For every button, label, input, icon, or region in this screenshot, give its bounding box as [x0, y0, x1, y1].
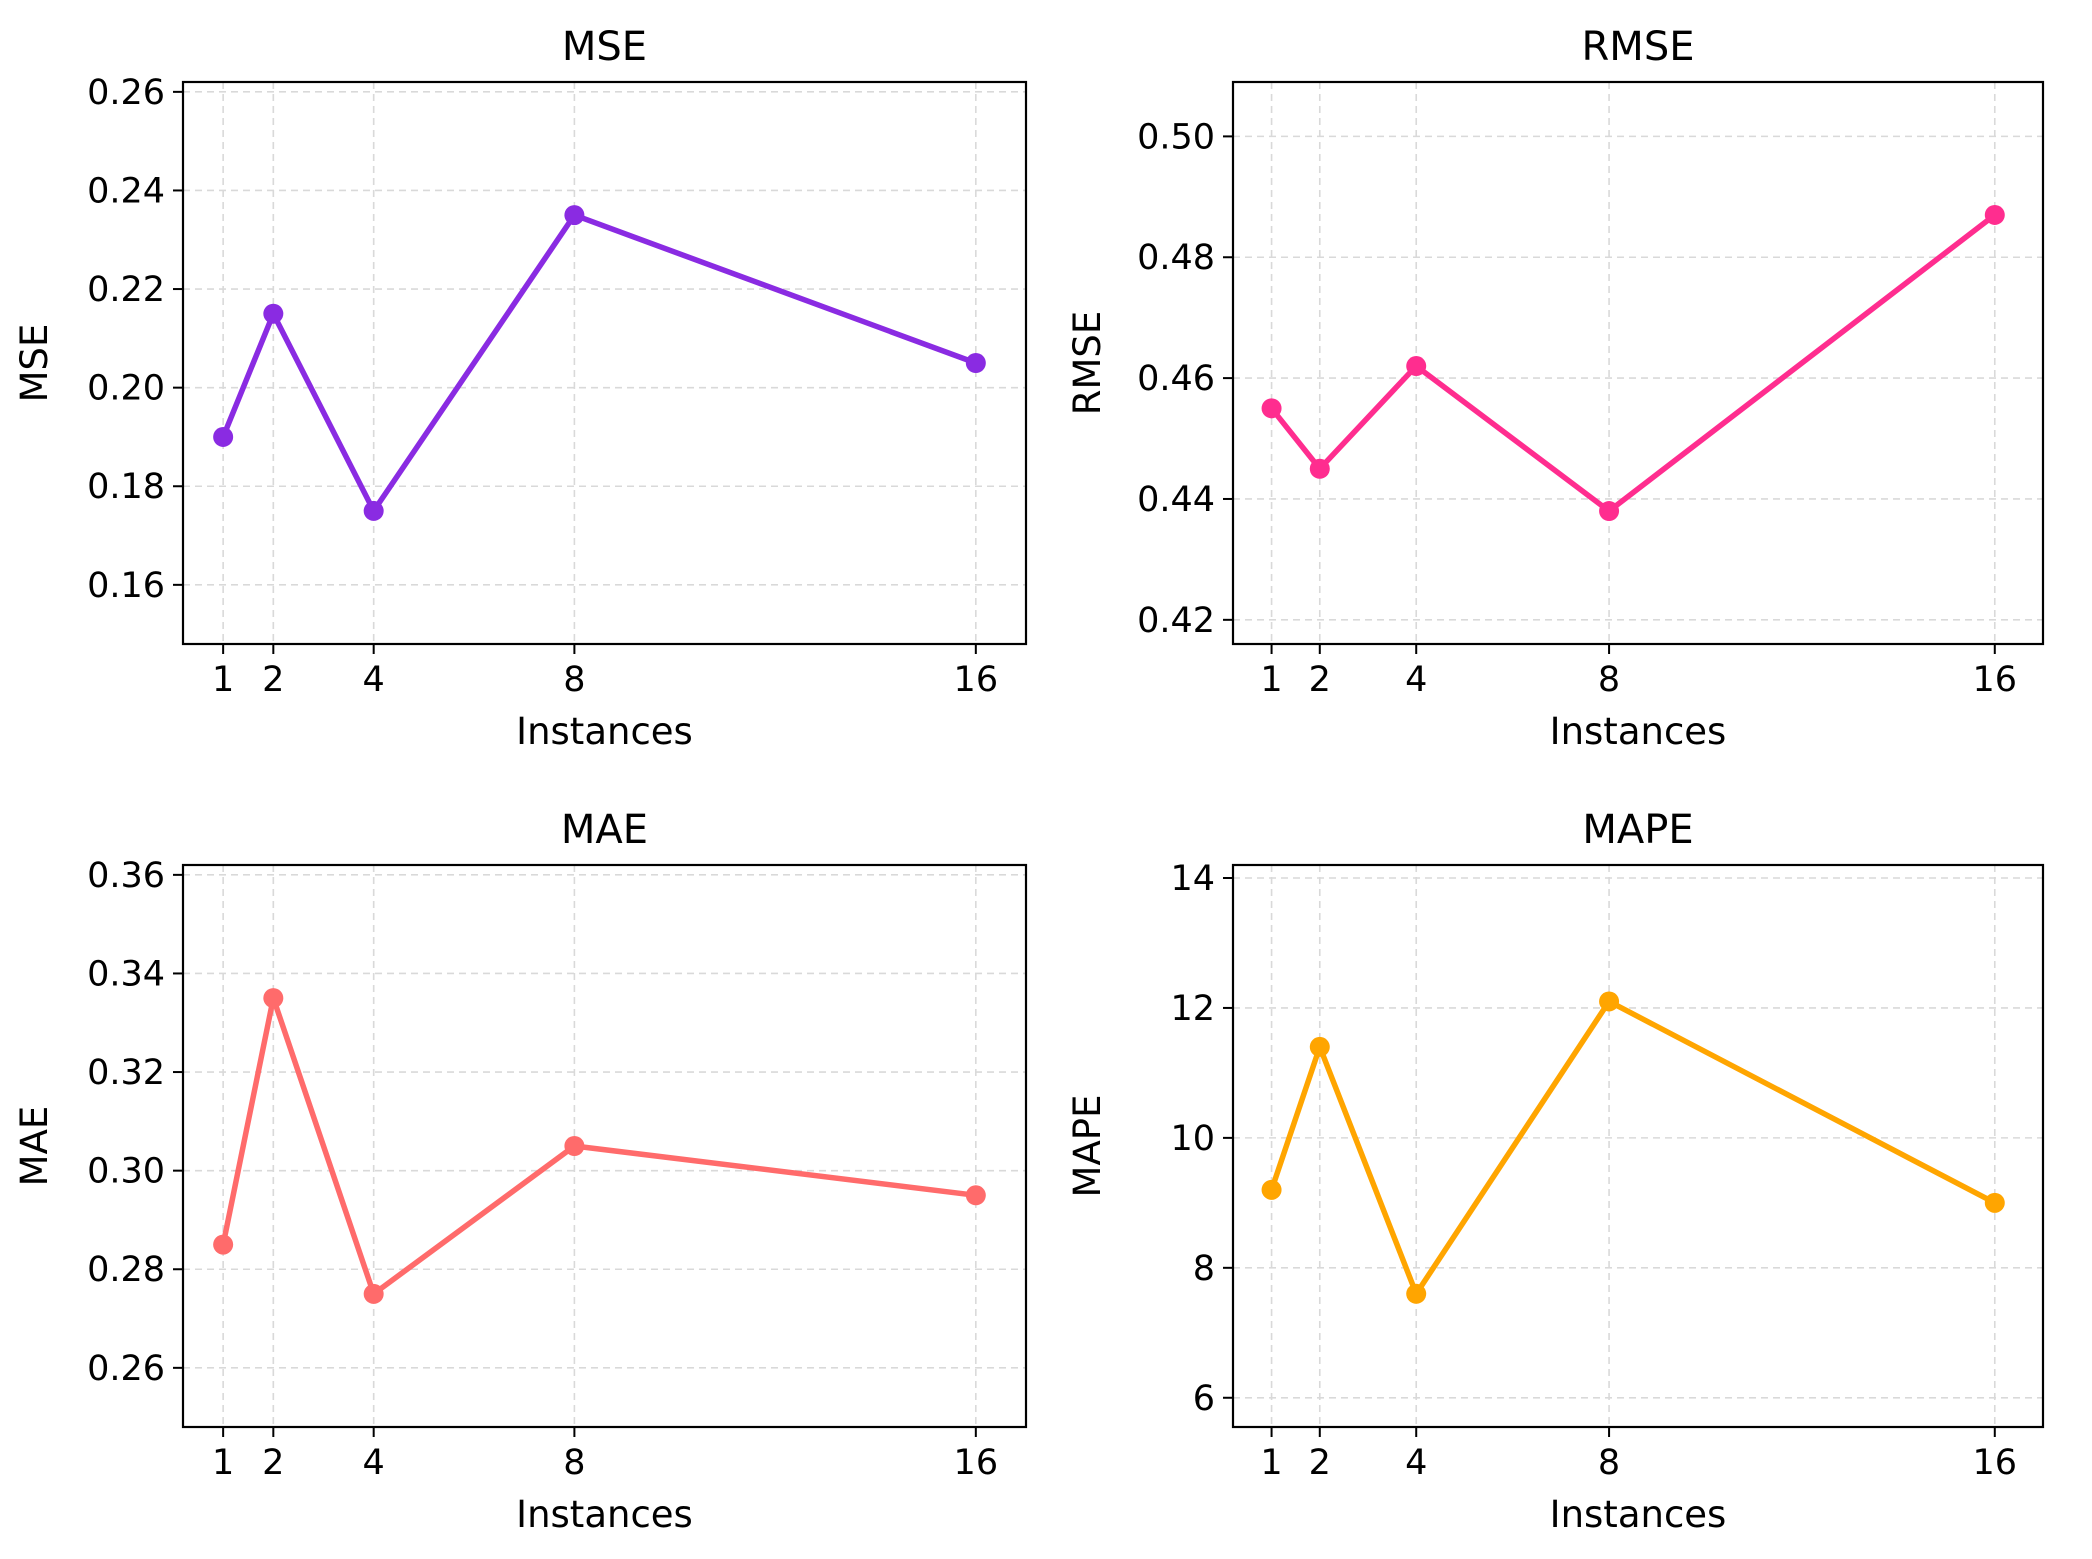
data-point	[1984, 1192, 2005, 1213]
data-point	[213, 1234, 234, 1255]
y-tick-label: 8	[1193, 1249, 1215, 1289]
chart-panel-rmse: 1 2 4 8 16 0.42 0.44 0.46 0.48 0.50 RMSE Instances R…	[1066, 24, 2045, 753]
x-tick-label: 4	[363, 660, 385, 700]
data-point	[1309, 1036, 1330, 1057]
axes-frame	[181, 80, 1028, 646]
chart-title: MAPE	[1582, 807, 1693, 853]
y-tick-label: 0.46	[1137, 359, 1215, 399]
x-tick-label: 8	[1598, 1443, 1620, 1483]
x-tick-label: 8	[563, 1443, 585, 1483]
data-point	[564, 205, 585, 226]
axes-frame	[1231, 863, 2045, 1429]
chart-title: MSE	[562, 24, 647, 70]
y-tick-label: 0.50	[1137, 117, 1215, 157]
data-point	[1984, 204, 2005, 225]
x-tick-label: 16	[954, 1443, 999, 1483]
y-tick-label: 6	[1193, 1379, 1215, 1419]
chart-panel-mape: 1 2 4 8 16 6 8 10 12 14 MAPE Instances MAPE	[1066, 807, 2045, 1536]
x-axis-label: Instances	[516, 1493, 693, 1536]
x-axis-label: Instances	[516, 710, 693, 753]
y-tick-label: 0.44	[1137, 480, 1215, 520]
x-axis-label: Instances	[1550, 710, 1727, 753]
data-point	[1599, 991, 1620, 1012]
x-tick-label: 1	[1260, 1443, 1282, 1483]
x-tick-label: 1	[212, 660, 234, 700]
x-tick-label: 1	[212, 1443, 234, 1483]
y-tick-label: 0.26	[87, 1349, 165, 1389]
axes-frame	[181, 863, 1028, 1429]
data-point	[1599, 501, 1620, 522]
x-tick-label: 1	[1260, 660, 1282, 700]
x-tick-label: 4	[1405, 1443, 1427, 1483]
chart-title: MAE	[561, 807, 648, 853]
chart-panel-mse: 1 2 4 8 16 0.16 0.18 0.20 0.22 0.24 0.26 MSE Instanc…	[13, 24, 1028, 753]
y-tick-label: 0.24	[87, 171, 165, 211]
data-point	[1309, 458, 1330, 479]
axes-frame	[1231, 80, 2045, 646]
series-line	[220, 995, 979, 1297]
y-tick-label: 10	[1170, 1119, 1215, 1159]
series-line	[1268, 212, 1998, 514]
y-tick-label: 0.42	[1137, 601, 1215, 641]
chart-title: RMSE	[1582, 24, 1695, 70]
y-tick-label: 12	[1170, 989, 1215, 1029]
series-line	[1268, 998, 1998, 1297]
data-point	[564, 1136, 585, 1156]
x-tick-label: 8	[563, 660, 585, 700]
series-line	[220, 212, 979, 514]
y-tick-label: 0.48	[1137, 238, 1215, 278]
y-tick-label: 0.16	[87, 566, 165, 606]
y-tick-label: 0.28	[87, 1250, 165, 1290]
data-point	[1261, 1179, 1282, 1200]
y-axis-label: RMSE	[1066, 311, 1109, 416]
data-point	[965, 353, 986, 373]
x-tick-label: 2	[1309, 1443, 1331, 1483]
y-tick-label: 0.26	[87, 73, 165, 113]
data-point	[263, 303, 284, 324]
data-point	[263, 988, 284, 1009]
y-tick-label: 0.36	[87, 856, 165, 896]
x-tick-label: 16	[1973, 1443, 2018, 1483]
x-tick-label: 4	[1405, 660, 1427, 700]
x-tick-label: 4	[363, 1443, 385, 1483]
y-tick-label: 0.22	[87, 270, 165, 310]
x-axis-label: Instances	[1550, 1493, 1727, 1536]
y-axis-label: MAPE	[1066, 1095, 1109, 1198]
y-axis-label: MSE	[13, 324, 56, 403]
y-tick-label: 0.32	[87, 1053, 165, 1093]
data-point	[1406, 356, 1427, 377]
y-axis-label: MAE	[13, 1106, 56, 1187]
data-point	[213, 426, 234, 447]
data-point	[965, 1185, 986, 1206]
data-point	[363, 1283, 384, 1304]
y-tick-label: 0.34	[87, 954, 165, 994]
x-tick-label: 2	[1309, 660, 1331, 700]
data-point	[1406, 1283, 1427, 1304]
x-tick-label: 2	[262, 660, 284, 700]
x-tick-label: 16	[1973, 660, 2018, 700]
x-tick-label: 16	[954, 660, 999, 700]
x-tick-label: 2	[262, 1443, 284, 1483]
data-point	[363, 500, 384, 521]
data-point	[1261, 398, 1282, 419]
y-tick-label: 0.20	[87, 369, 165, 409]
chart-panel-mae: 1 2 4 8 16 0.26 0.28 0.30 0.32 0.34 0.36 MAE Instanc…	[13, 807, 1028, 1536]
y-tick-label: 14	[1170, 859, 1215, 899]
y-tick-label: 0.18	[87, 467, 165, 507]
y-tick-label: 0.30	[87, 1152, 165, 1192]
x-tick-label: 8	[1598, 660, 1620, 700]
